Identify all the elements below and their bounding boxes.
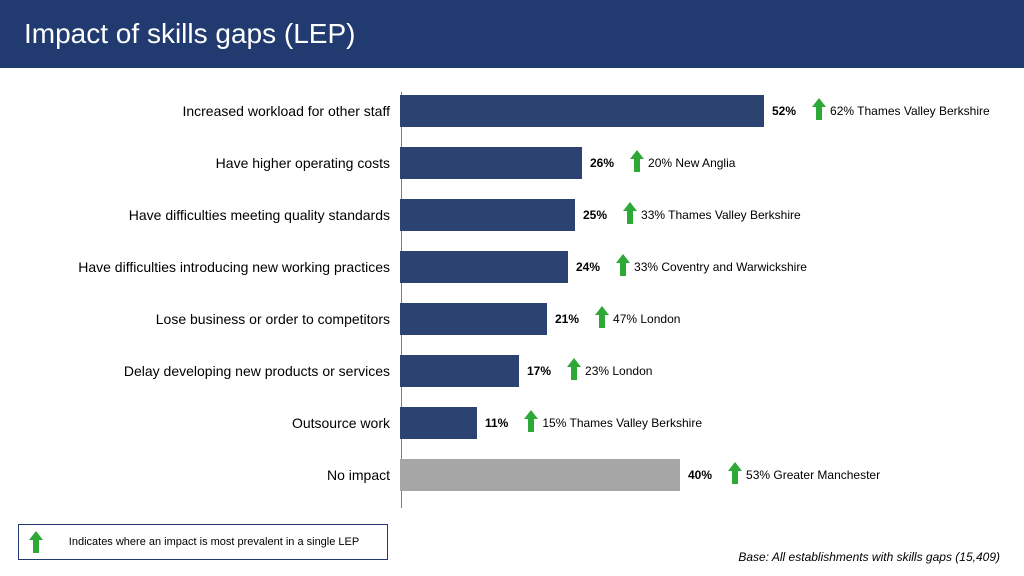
bar-annotation: 33% Coventry and Warwickshire	[634, 260, 807, 274]
bar-value: 40%	[688, 468, 712, 482]
bar-label: Have difficulties meeting quality standa…	[0, 207, 400, 224]
bar	[400, 251, 568, 283]
legend: Indicates where an impact is most preval…	[18, 524, 388, 560]
bar	[400, 95, 764, 127]
bar	[400, 355, 519, 387]
bar-label: Lose business or order to competitors	[0, 311, 400, 328]
page-title: Impact of skills gaps (LEP)	[0, 0, 1024, 68]
chart-row: Increased workload for other staff 52% 62%…	[0, 90, 1024, 132]
bar-wrap: 25% 33% Thames Valley Berkshire	[400, 199, 1024, 231]
bar-annotation: 53% Greater Manchester	[746, 468, 880, 482]
arrow-up-icon	[595, 306, 609, 333]
bar-value: 17%	[527, 364, 551, 378]
bar	[400, 303, 547, 335]
bar-label: Outsource work	[0, 415, 400, 432]
arrow-up-icon	[623, 202, 637, 229]
arrow-up-icon	[567, 358, 581, 385]
bar-annotation: 15% Thames Valley Berkshire	[542, 416, 702, 430]
bar-wrap: 26% 20% New Anglia	[400, 147, 1024, 179]
bar-chart: Increased workload for other staff 52% 62%…	[0, 90, 1024, 536]
bar-annotation: 23% London	[585, 364, 652, 378]
bar-annotation: 62% Thames Valley Berkshire	[830, 104, 990, 118]
bar-value: 25%	[583, 208, 607, 222]
arrow-up-icon	[630, 150, 644, 177]
bar	[400, 407, 477, 439]
bar-annotation: 33% Thames Valley Berkshire	[641, 208, 801, 222]
chart-row: Outsource work 11% 15% Thames Valley Berks…	[0, 402, 1024, 444]
bar	[400, 147, 582, 179]
arrow-up-icon	[812, 98, 826, 125]
chart-row: Have difficulties introducing new workin…	[0, 246, 1024, 288]
arrow-up-icon	[29, 531, 43, 553]
bar-wrap: 11% 15% Thames Valley Berkshire	[400, 407, 1024, 439]
bar-wrap: 17% 23% London	[400, 355, 1024, 387]
bar-value: 21%	[555, 312, 579, 326]
legend-text: Indicates where an impact is most preval…	[51, 536, 377, 548]
chart-row: No impact 40% 53% Greater Manchester	[0, 454, 1024, 496]
chart-row: Delay developing new products or service…	[0, 350, 1024, 392]
bar-value: 26%	[590, 156, 614, 170]
bar-label: Have higher operating costs	[0, 155, 400, 172]
chart-row: Have higher operating costs 26% 20% New An…	[0, 142, 1024, 184]
bar-wrap: 52% 62% Thames Valley Berkshire	[400, 95, 1024, 127]
bar-annotation: 20% New Anglia	[648, 156, 735, 170]
bar-annotation: 47% London	[613, 312, 680, 326]
bar-value: 52%	[772, 104, 796, 118]
arrow-up-icon	[728, 462, 742, 489]
bar-label: No impact	[0, 467, 400, 484]
bar-wrap: 21% 47% London	[400, 303, 1024, 335]
bar-value: 24%	[576, 260, 600, 274]
arrow-up-icon	[524, 410, 538, 437]
bar-label: Have difficulties introducing new workin…	[0, 259, 400, 276]
bar-wrap: 24% 33% Coventry and Warwickshire	[400, 251, 1024, 283]
arrow-up-icon	[616, 254, 630, 281]
base-note: Base: All establishments with skills gap…	[738, 550, 1000, 564]
chart-row: Lose business or order to competitors21%…	[0, 298, 1024, 340]
chart-row: Have difficulties meeting quality standa…	[0, 194, 1024, 236]
bar-label: Increased workload for other staff	[0, 103, 400, 120]
bar-wrap: 40% 53% Greater Manchester	[400, 459, 1024, 491]
bar	[400, 199, 575, 231]
bar-value: 11%	[485, 416, 508, 430]
bar	[400, 459, 680, 491]
bar-label: Delay developing new products or service…	[0, 363, 400, 380]
